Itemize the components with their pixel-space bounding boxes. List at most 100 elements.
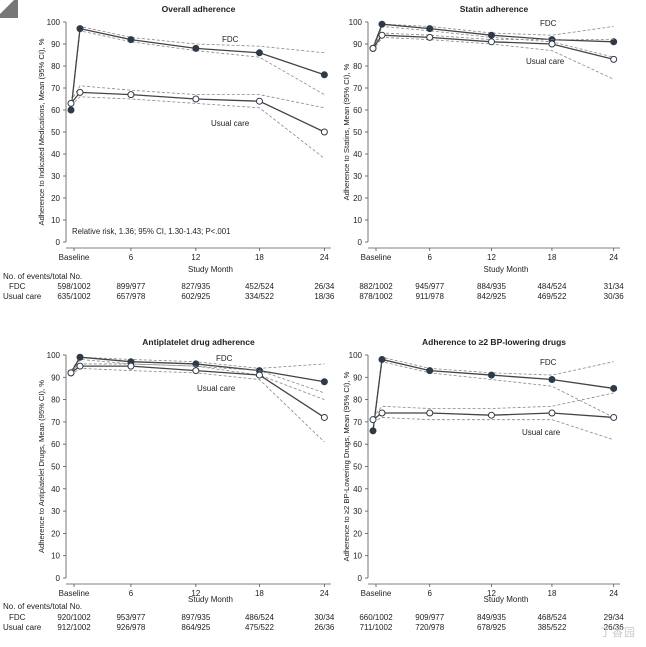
usual-care-series-label: Usual care [211,119,250,128]
table-cell: 29/34 [604,613,625,622]
table-cell: 657/978 [116,292,145,301]
y-tick-label: 0 [56,574,61,583]
fdc-series-label: FDC [540,358,557,367]
table-cell: 635/1002 [57,292,91,301]
ci-upper-line [70,356,325,371]
usual-care-data-point [192,95,200,103]
y-tick-label: 50 [353,463,362,472]
usual-care-data-point [487,411,495,419]
usual-care-data-point [255,371,263,379]
table-cell: 897/935 [181,613,210,622]
table-cell: 31/34 [604,282,625,291]
y-tick-label: 90 [51,40,60,49]
y-tick-label: 80 [51,396,60,405]
table-header: No. of events/total No. [3,602,82,611]
x-axis-label: Study Month [484,595,529,604]
fdc-data-point [610,38,618,46]
watermark: 丁香园 [600,627,636,639]
y-tick-label: 100 [349,351,363,360]
fdc-data-point [610,384,618,392]
y-tick-label: 50 [51,463,60,472]
y-tick-label: 50 [353,128,362,137]
y-tick-label: 90 [51,373,60,382]
usual-care-series-label: Usual care [522,428,561,437]
usual-care-data-point [378,409,386,417]
chart-title: Statin adherence [460,4,529,14]
y-tick-label: 10 [51,552,60,561]
table-cell: 945/977 [415,282,444,291]
fdc-data-point [378,355,386,363]
fdc-data-point [487,371,495,379]
usual-care-data-point [426,33,434,41]
x-tick-label: 18 [548,589,557,598]
ci-upper-line [372,32,614,47]
table-cell: 899/977 [116,282,145,291]
x-tick-label: Baseline [59,589,90,598]
table-cell: 884/935 [477,282,506,291]
y-tick-label: 30 [353,172,362,181]
y-tick-label: 70 [353,418,362,427]
x-tick-label: 18 [255,589,264,598]
y-tick-label: 70 [51,418,60,427]
y-tick-label: 30 [353,507,362,516]
x-axis-label: Study Month [188,265,233,274]
table-cell: 660/1002 [359,613,393,622]
fdc-data-point [76,25,84,33]
table-cell: 26/36 [314,623,335,632]
ci-upper-line [70,85,325,109]
table-row-label: FDC [9,613,26,622]
chart-title: Antiplatelet drug adherence [142,337,255,347]
y-tick-label: 60 [51,440,60,449]
table-cell: 18/36 [314,292,335,301]
x-tick-label: 6 [428,589,433,598]
table-cell: 602/925 [181,292,210,301]
table-cell: 720/978 [415,623,444,632]
y-tick-label: 20 [353,529,362,538]
y-tick-label: 40 [51,150,60,159]
usual-care-data-point [192,367,200,375]
table-cell: 26/34 [314,282,335,291]
fdc-data-point [255,49,263,57]
fdc-data-point [548,376,556,384]
fdc-series-line [70,27,325,111]
table-cell: 911/978 [416,292,445,301]
table-cell: 469/522 [537,292,566,301]
table-cell: 475/522 [245,623,274,632]
table-cell: 484/524 [537,282,566,291]
table-cell: 334/522 [245,292,274,301]
y-axis-label: Adherence to Indicated Medications, Mean… [37,38,46,225]
x-tick-label: 6 [129,589,134,598]
fdc-series-label: FDC [222,35,239,44]
usual-care-data-point [320,413,328,421]
table-cell: 26/36 [604,623,625,632]
table-cell: 842/925 [477,292,506,301]
y-tick-label: 0 [358,238,363,247]
y-tick-label: 100 [47,18,61,27]
usual-care-data-point [127,91,135,99]
usual-care-data-point [320,128,328,136]
table-cell: 486/524 [245,613,274,622]
y-tick-label: 0 [358,574,363,583]
table-row-label: Usual care [3,292,42,301]
fdc-data-point [378,20,386,28]
fdc-data-point [369,427,377,435]
y-tick-label: 90 [353,40,362,49]
fdc-series-line [372,358,614,431]
fdc-data-point [192,360,200,368]
ci-lower-line [70,96,325,159]
table-cell: 882/1002 [359,282,393,291]
table-cell: 864/925 [181,623,210,632]
table-cell: 878/1002 [359,292,393,301]
fdc-data-point [192,44,200,52]
y-tick-label: 80 [353,396,362,405]
x-tick-label: 24 [320,589,329,598]
fdc-data-point [487,31,495,39]
ci-upper-line [70,25,325,108]
ci-lower-line [372,36,614,80]
y-tick-label: 20 [353,194,362,203]
chart-title: Overall adherence [162,4,236,14]
y-axis-label: Adherence to Statins, Mean (95% CI), % [342,63,351,200]
y-tick-label: 70 [51,84,60,93]
ci-lower-line [372,417,614,441]
